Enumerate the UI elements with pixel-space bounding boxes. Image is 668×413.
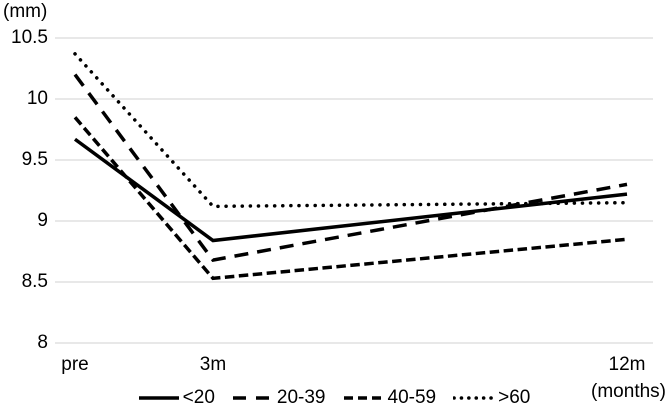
legend-swatch-solid-icon	[138, 396, 179, 400]
y-tick-label: 9.5	[21, 149, 48, 170]
x-tick-label: pre	[61, 354, 89, 375]
legend-item-40-59: 40-59	[343, 387, 437, 409]
series-line-40-59	[73, 116, 628, 281]
y-tick-label: 8.5	[21, 271, 48, 292]
x-tick-label: 3m	[199, 354, 227, 375]
legend-label: 40-59	[387, 387, 437, 408]
legend: <20 20-39 40-59 >60	[0, 386, 668, 410]
x-axis-unit-label: (months)	[591, 381, 666, 402]
legend-label: 20-39	[276, 387, 326, 408]
legend-item-20-39: 20-39	[232, 387, 326, 409]
legend-label: >60	[498, 387, 531, 408]
y-tick-label: 10	[26, 88, 48, 109]
legend-swatch-dash-icon	[343, 396, 384, 400]
y-tick-label: 9	[37, 210, 48, 231]
series-line-20-39	[73, 73, 628, 262]
x-tick-label: 12m	[608, 354, 646, 375]
series-line-lt-20	[73, 137, 628, 243]
legend-item-lt-20: <20	[138, 387, 215, 409]
series-line-gt-60	[73, 52, 629, 209]
legend-item-gt-60: >60	[453, 387, 530, 409]
legend-label: <20	[182, 387, 215, 408]
legend-swatch-dot-icon	[453, 396, 496, 400]
y-axis-title: (mm)	[3, 1, 48, 22]
y-tick-label: 8	[37, 332, 48, 353]
legend-swatch-long-dash-icon	[232, 396, 273, 400]
y-tick-label: 10.5	[11, 27, 48, 48]
